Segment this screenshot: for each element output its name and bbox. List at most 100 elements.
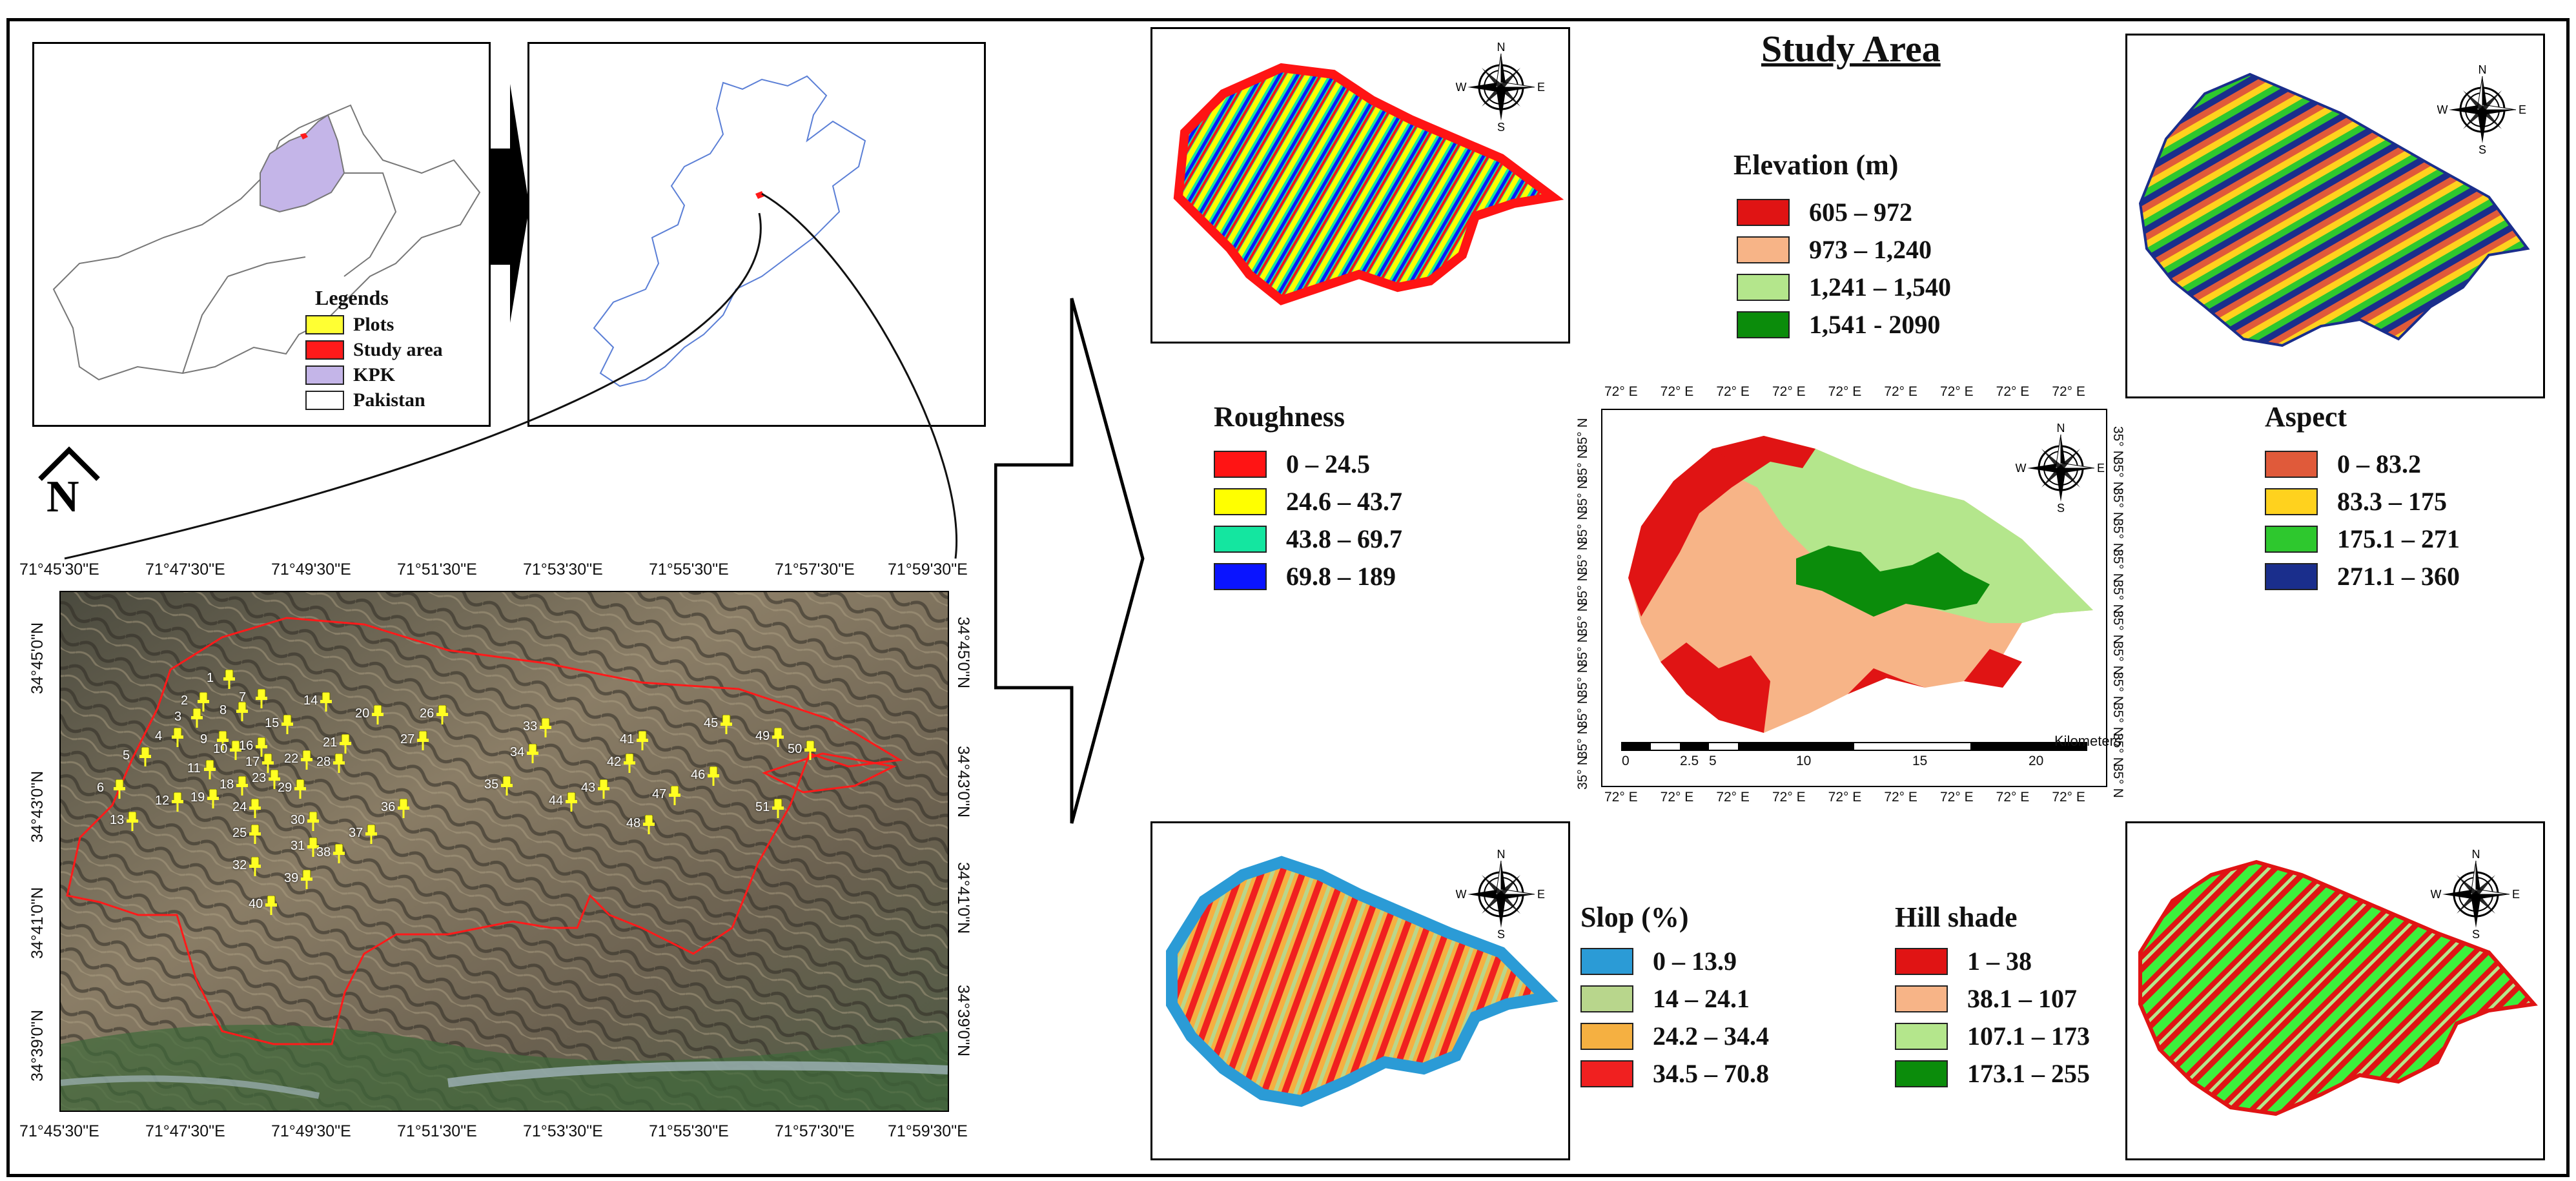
plot-label: 29 <box>278 781 292 795</box>
roughness-legend-row: 0 – 24.5 <box>1214 449 1370 479</box>
plot-label: 3 <box>174 710 182 724</box>
plot-label: 36 <box>381 800 396 814</box>
svg-text:W: W <box>2437 103 2448 116</box>
legend-item-pakistan: Pakistan <box>305 389 425 411</box>
plot-marker <box>803 740 817 760</box>
slope-legend-label: 0 – 13.9 <box>1653 947 1737 976</box>
svg-text:E: E <box>2519 103 2526 116</box>
plot-marker <box>719 714 733 734</box>
north-label: N <box>46 472 79 522</box>
roughness-map <box>1173 63 1564 305</box>
elevation-map <box>1621 436 2093 751</box>
slope-swatch <box>1580 947 1633 975</box>
plot-label: 20 <box>355 706 370 721</box>
plot-marker <box>332 843 346 863</box>
legend-item-study-area: Study area <box>305 339 443 361</box>
center-tick: 72° E <box>1884 384 1917 399</box>
plot-marker <box>642 814 656 834</box>
aspect-legend-label: 175.1 – 271 <box>2337 524 2460 553</box>
center-tick: 72° E <box>2052 384 2085 399</box>
compass-rose-icon: N S E W <box>1456 848 1546 943</box>
inset-arrow <box>489 84 529 323</box>
plot-marker <box>222 669 236 689</box>
center-tick: 72° E <box>1604 384 1638 399</box>
kpk-swatch <box>305 365 344 385</box>
compass-rose-icon: N S E W <box>2437 63 2528 158</box>
legend-item-plots: Plots <box>305 314 394 336</box>
plot-marker <box>416 730 430 750</box>
plot-marker <box>338 734 353 754</box>
svg-text:E: E <box>1537 81 1545 94</box>
big-arrow <box>994 298 1145 824</box>
hillshade-swatch <box>1895 1022 1948 1050</box>
svg-text:S: S <box>1497 121 1505 132</box>
hillshade-legend-label: 107.1 – 173 <box>1967 1022 2090 1051</box>
center-tick: 72° E <box>1772 790 1806 805</box>
bottom-tick: 71°55'30"E <box>649 1122 729 1140</box>
plot-label: 1 <box>207 671 214 685</box>
aspect-legend-row: 83.3 – 175 <box>2265 486 2447 517</box>
center-tick: 72° E <box>1828 384 1862 399</box>
plot-marker <box>300 750 314 770</box>
aspect-legend-label: 83.3 – 175 <box>2337 487 2447 516</box>
plot-marker <box>206 788 220 808</box>
center-map-panel: 72° E 72° E 72° E 72° E 72° E 72° E 72° E 72° E… <box>1549 384 2131 830</box>
plot-marker <box>235 775 249 796</box>
svg-text:W: W <box>1456 81 1467 94</box>
top-tick: 71°45'30"E <box>19 560 99 579</box>
slope-swatch <box>1580 985 1633 1012</box>
kpk-outline-map <box>593 75 866 387</box>
plot-label: 14 <box>303 693 318 708</box>
plot-marker <box>170 727 185 747</box>
scale-unit: Kilometers <box>2054 733 2121 749</box>
top-tick: 71°57'30"E <box>775 560 855 579</box>
hillshade-legend-title: Hill shade <box>1895 901 2018 933</box>
lat-tick: 34°45'0"N <box>28 622 46 694</box>
plot-label: 5 <box>123 748 130 763</box>
roughness-legend-row: 24.6 – 43.7 <box>1214 486 1402 517</box>
bottom-tick: 71°51'30"E <box>397 1122 477 1140</box>
center-map-frame: N S E W 0 2.5 5 10 15 20 Kilometers <box>1601 409 2121 787</box>
plot-marker <box>196 692 210 712</box>
svg-text:N: N <box>1497 849 1506 861</box>
roughness-legend-label: 43.8 – 69.7 <box>1286 524 1402 553</box>
bottom-tick: 71°47'30"E <box>145 1122 225 1140</box>
svg-text:S: S <box>2479 143 2486 155</box>
center-tick: 35° N <box>2111 641 2125 675</box>
aspect-legend-label: 271.1 – 360 <box>2337 562 2460 591</box>
legend-label: KPK <box>353 364 395 385</box>
center-tick: 35° N <box>1575 448 1590 483</box>
roughness-legend-label: 0 – 24.5 <box>1286 449 1370 478</box>
center-tick: 35° N <box>1575 509 1590 544</box>
center-tick: 72° E <box>1884 790 1917 805</box>
center-tick: 35° N <box>1575 755 1590 790</box>
slope-legend-row: 14 – 24.1 <box>1580 983 1750 1014</box>
plot-marker <box>216 730 230 750</box>
center-tick: 72° E <box>1940 790 1974 805</box>
plot-label: 39 <box>284 871 299 885</box>
plot-marker <box>706 766 721 786</box>
plot-marker <box>138 746 152 766</box>
aspect-map <box>2138 72 2530 347</box>
center-tick: 72° E <box>1660 790 1694 805</box>
slope-legend-row: 34.5 – 70.8 <box>1580 1058 1769 1089</box>
roughness-legend-row: 43.8 – 69.7 <box>1214 524 1402 554</box>
plot-marker <box>332 753 346 773</box>
center-tick: 35° N <box>2111 610 2125 644</box>
plot-label: 50 <box>788 742 802 756</box>
slope-legend-row: 24.2 – 34.4 <box>1580 1021 1769 1051</box>
lat-tick: 34°41'0"N <box>28 887 46 959</box>
center-tick: 35° N <box>1575 632 1590 667</box>
plot-marker <box>229 740 243 760</box>
elevation-legend-label: 1,541 - 2090 <box>1809 310 1941 339</box>
plot-marker <box>435 704 449 724</box>
plot-marker <box>264 895 278 915</box>
roughness-legend-title: Roughness <box>1214 401 1345 433</box>
plot-label: 23 <box>252 771 267 785</box>
plot-label: 38 <box>316 845 331 859</box>
aspect-swatch <box>2265 562 2318 590</box>
plot-marker <box>203 759 217 779</box>
center-tick: 35° N <box>1575 602 1590 636</box>
svg-text:W: W <box>2016 462 2027 475</box>
